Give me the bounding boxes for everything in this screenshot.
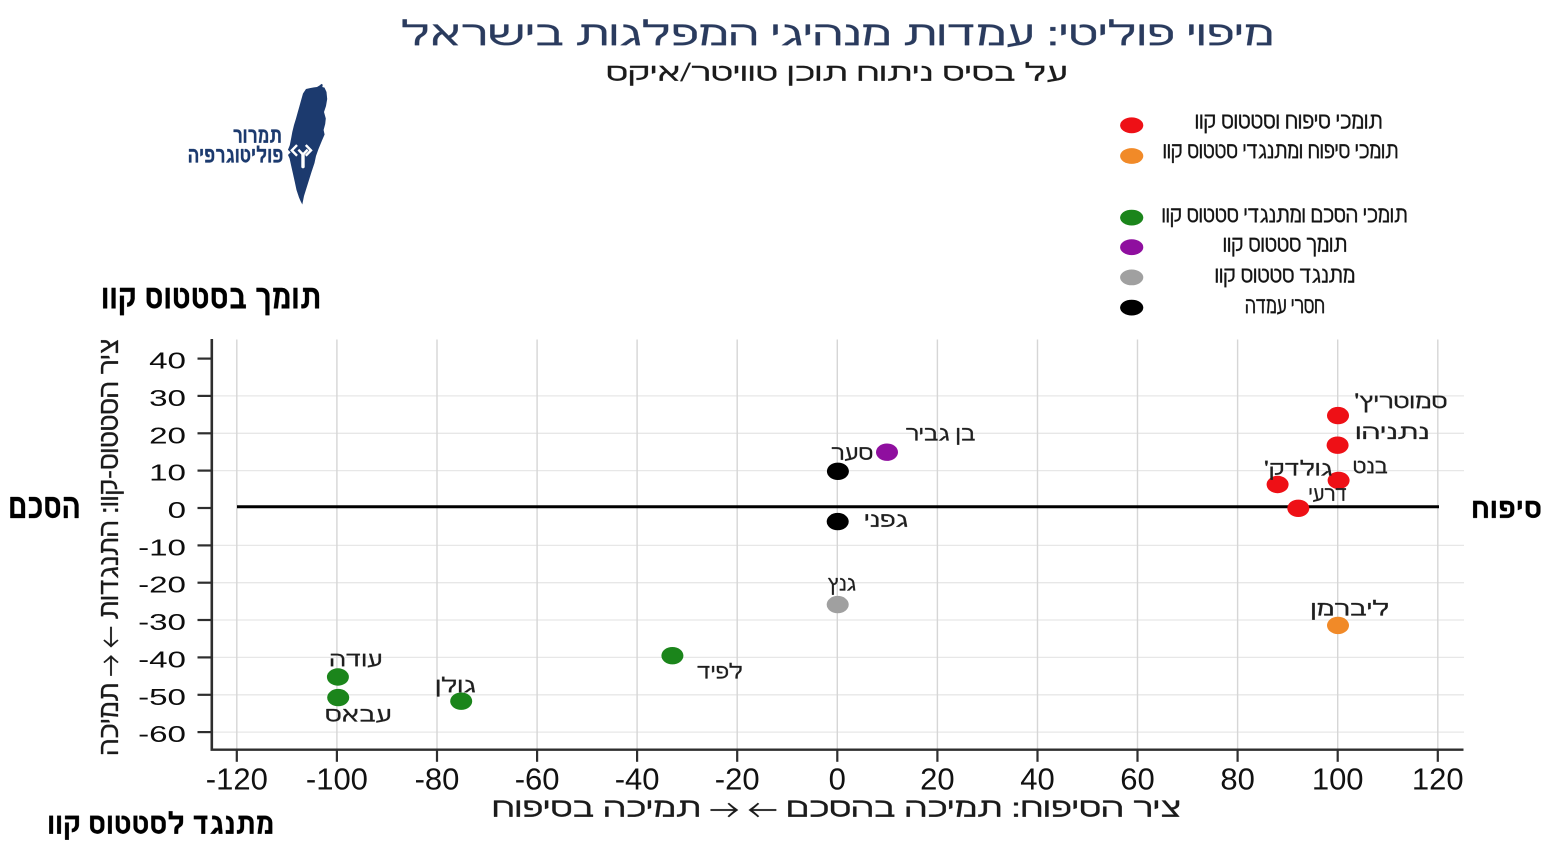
svg-text:-60: -60 <box>515 762 560 797</box>
svg-text:-20: -20 <box>138 572 186 598</box>
svg-text:100: 100 <box>1312 762 1364 797</box>
svg-text:60: 60 <box>1120 762 1154 797</box>
svg-text:-30: -30 <box>138 609 186 635</box>
svg-text:40: 40 <box>1020 762 1054 797</box>
svg-text:10: 10 <box>149 460 186 486</box>
svg-text:0: 0 <box>829 762 846 797</box>
svg-text:-20: -20 <box>715 762 760 797</box>
svg-text:-120: -120 <box>206 762 268 797</box>
svg-text:-40: -40 <box>138 646 186 672</box>
svg-text:120: 120 <box>1412 762 1464 797</box>
svg-text:20: 20 <box>920 762 954 797</box>
svg-text:-80: -80 <box>415 762 460 797</box>
svg-text:-50: -50 <box>138 684 186 710</box>
svg-text:0: 0 <box>168 497 186 523</box>
svg-text:-10: -10 <box>138 534 186 560</box>
svg-text:20: 20 <box>149 422 186 448</box>
svg-text:-100: -100 <box>306 762 368 797</box>
svg-text:-60: -60 <box>138 721 186 747</box>
svg-text:40: 40 <box>149 348 186 374</box>
svg-text:30: 30 <box>149 385 186 411</box>
svg-text:-40: -40 <box>615 762 660 797</box>
svg-text:80: 80 <box>1220 762 1254 797</box>
